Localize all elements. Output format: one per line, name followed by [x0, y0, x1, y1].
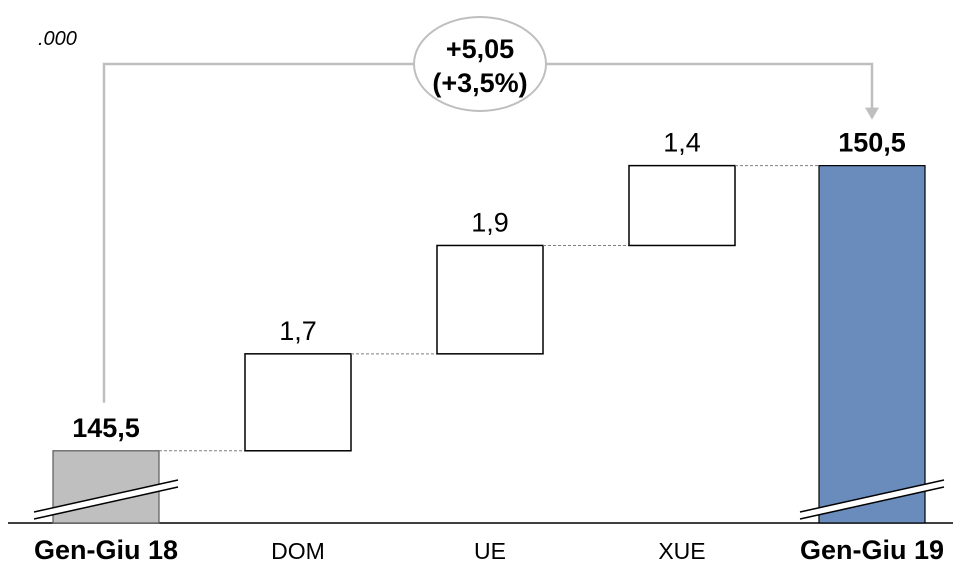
- category-label-dom: DOM: [271, 538, 325, 564]
- delta-value-label: +5,05: [446, 34, 514, 64]
- value-label-start: 145,5: [72, 413, 140, 443]
- category-label-ue: UE: [474, 538, 506, 564]
- value-label-ue: 1,9: [471, 207, 509, 237]
- delta-oval: [413, 16, 547, 112]
- axis-break-end-line-a: [799, 479, 945, 513]
- delta-bracket-left: [102, 62, 414, 403]
- category-label-xue: XUE: [658, 538, 705, 564]
- delta-percent-label: (+3,5%): [432, 68, 527, 98]
- unit-label: .000: [38, 28, 77, 50]
- bar-step-ue: [436, 244, 544, 355]
- bar-start: [52, 450, 160, 524]
- axis-break-start-line-a: [33, 479, 179, 513]
- axis-break-start-line-b: [33, 486, 179, 520]
- category-label-end: Gen-Giu 19: [800, 535, 944, 565]
- bar-step-xue: [628, 164, 736, 247]
- axis-break-end-gap: [800, 480, 944, 519]
- delta-bracket-right: [546, 62, 874, 110]
- value-label-end: 150,5: [838, 128, 906, 158]
- category-label-start: Gen-Giu 18: [34, 535, 178, 565]
- value-label-xue: 1,4: [663, 128, 701, 158]
- delta-arrow-head: [865, 107, 879, 120]
- value-label-dom: 1,7: [279, 316, 317, 346]
- bar-step-dom: [244, 353, 352, 452]
- axis-break-start-gap: [34, 480, 178, 519]
- bar-end: [818, 165, 926, 524]
- axis-break-end-line-b: [799, 486, 945, 520]
